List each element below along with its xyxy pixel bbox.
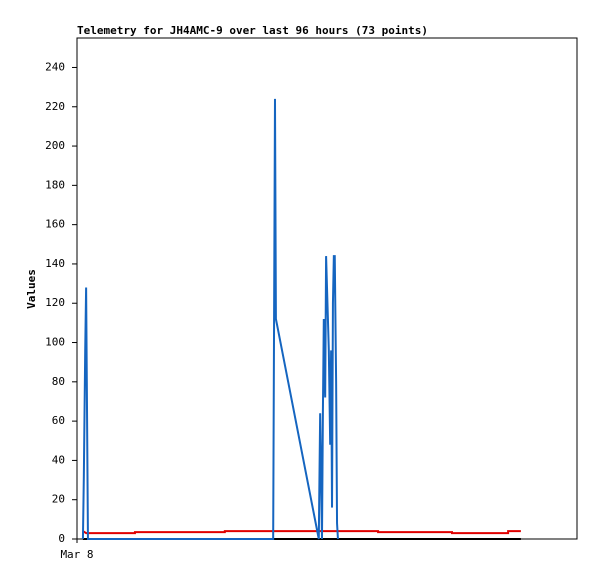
y-tick-label: 180 bbox=[45, 178, 65, 191]
y-tick-label: 120 bbox=[45, 296, 65, 309]
series-line bbox=[82, 530, 521, 535]
y-tick-label: 200 bbox=[45, 139, 65, 152]
y-tick-label: 220 bbox=[45, 100, 65, 113]
y-tick-label: 20 bbox=[52, 493, 65, 506]
y-tick-label: 240 bbox=[45, 60, 65, 73]
y-tick-label: 100 bbox=[45, 336, 65, 349]
series-line bbox=[81, 98, 339, 540]
y-tick-label: 40 bbox=[52, 453, 65, 466]
y-axis-label: Values bbox=[25, 269, 38, 309]
y-tick-label: 160 bbox=[45, 218, 65, 231]
y-tick-label: 80 bbox=[52, 375, 65, 388]
y-tick-label: 0 bbox=[58, 532, 65, 545]
y-tick-label: 60 bbox=[52, 414, 65, 427]
chart-title: Telemetry for JH4AMC-9 over last 96 hour… bbox=[77, 24, 428, 37]
y-tick-label: 140 bbox=[45, 257, 65, 270]
x-tick-label: Mar 8 bbox=[60, 548, 93, 561]
